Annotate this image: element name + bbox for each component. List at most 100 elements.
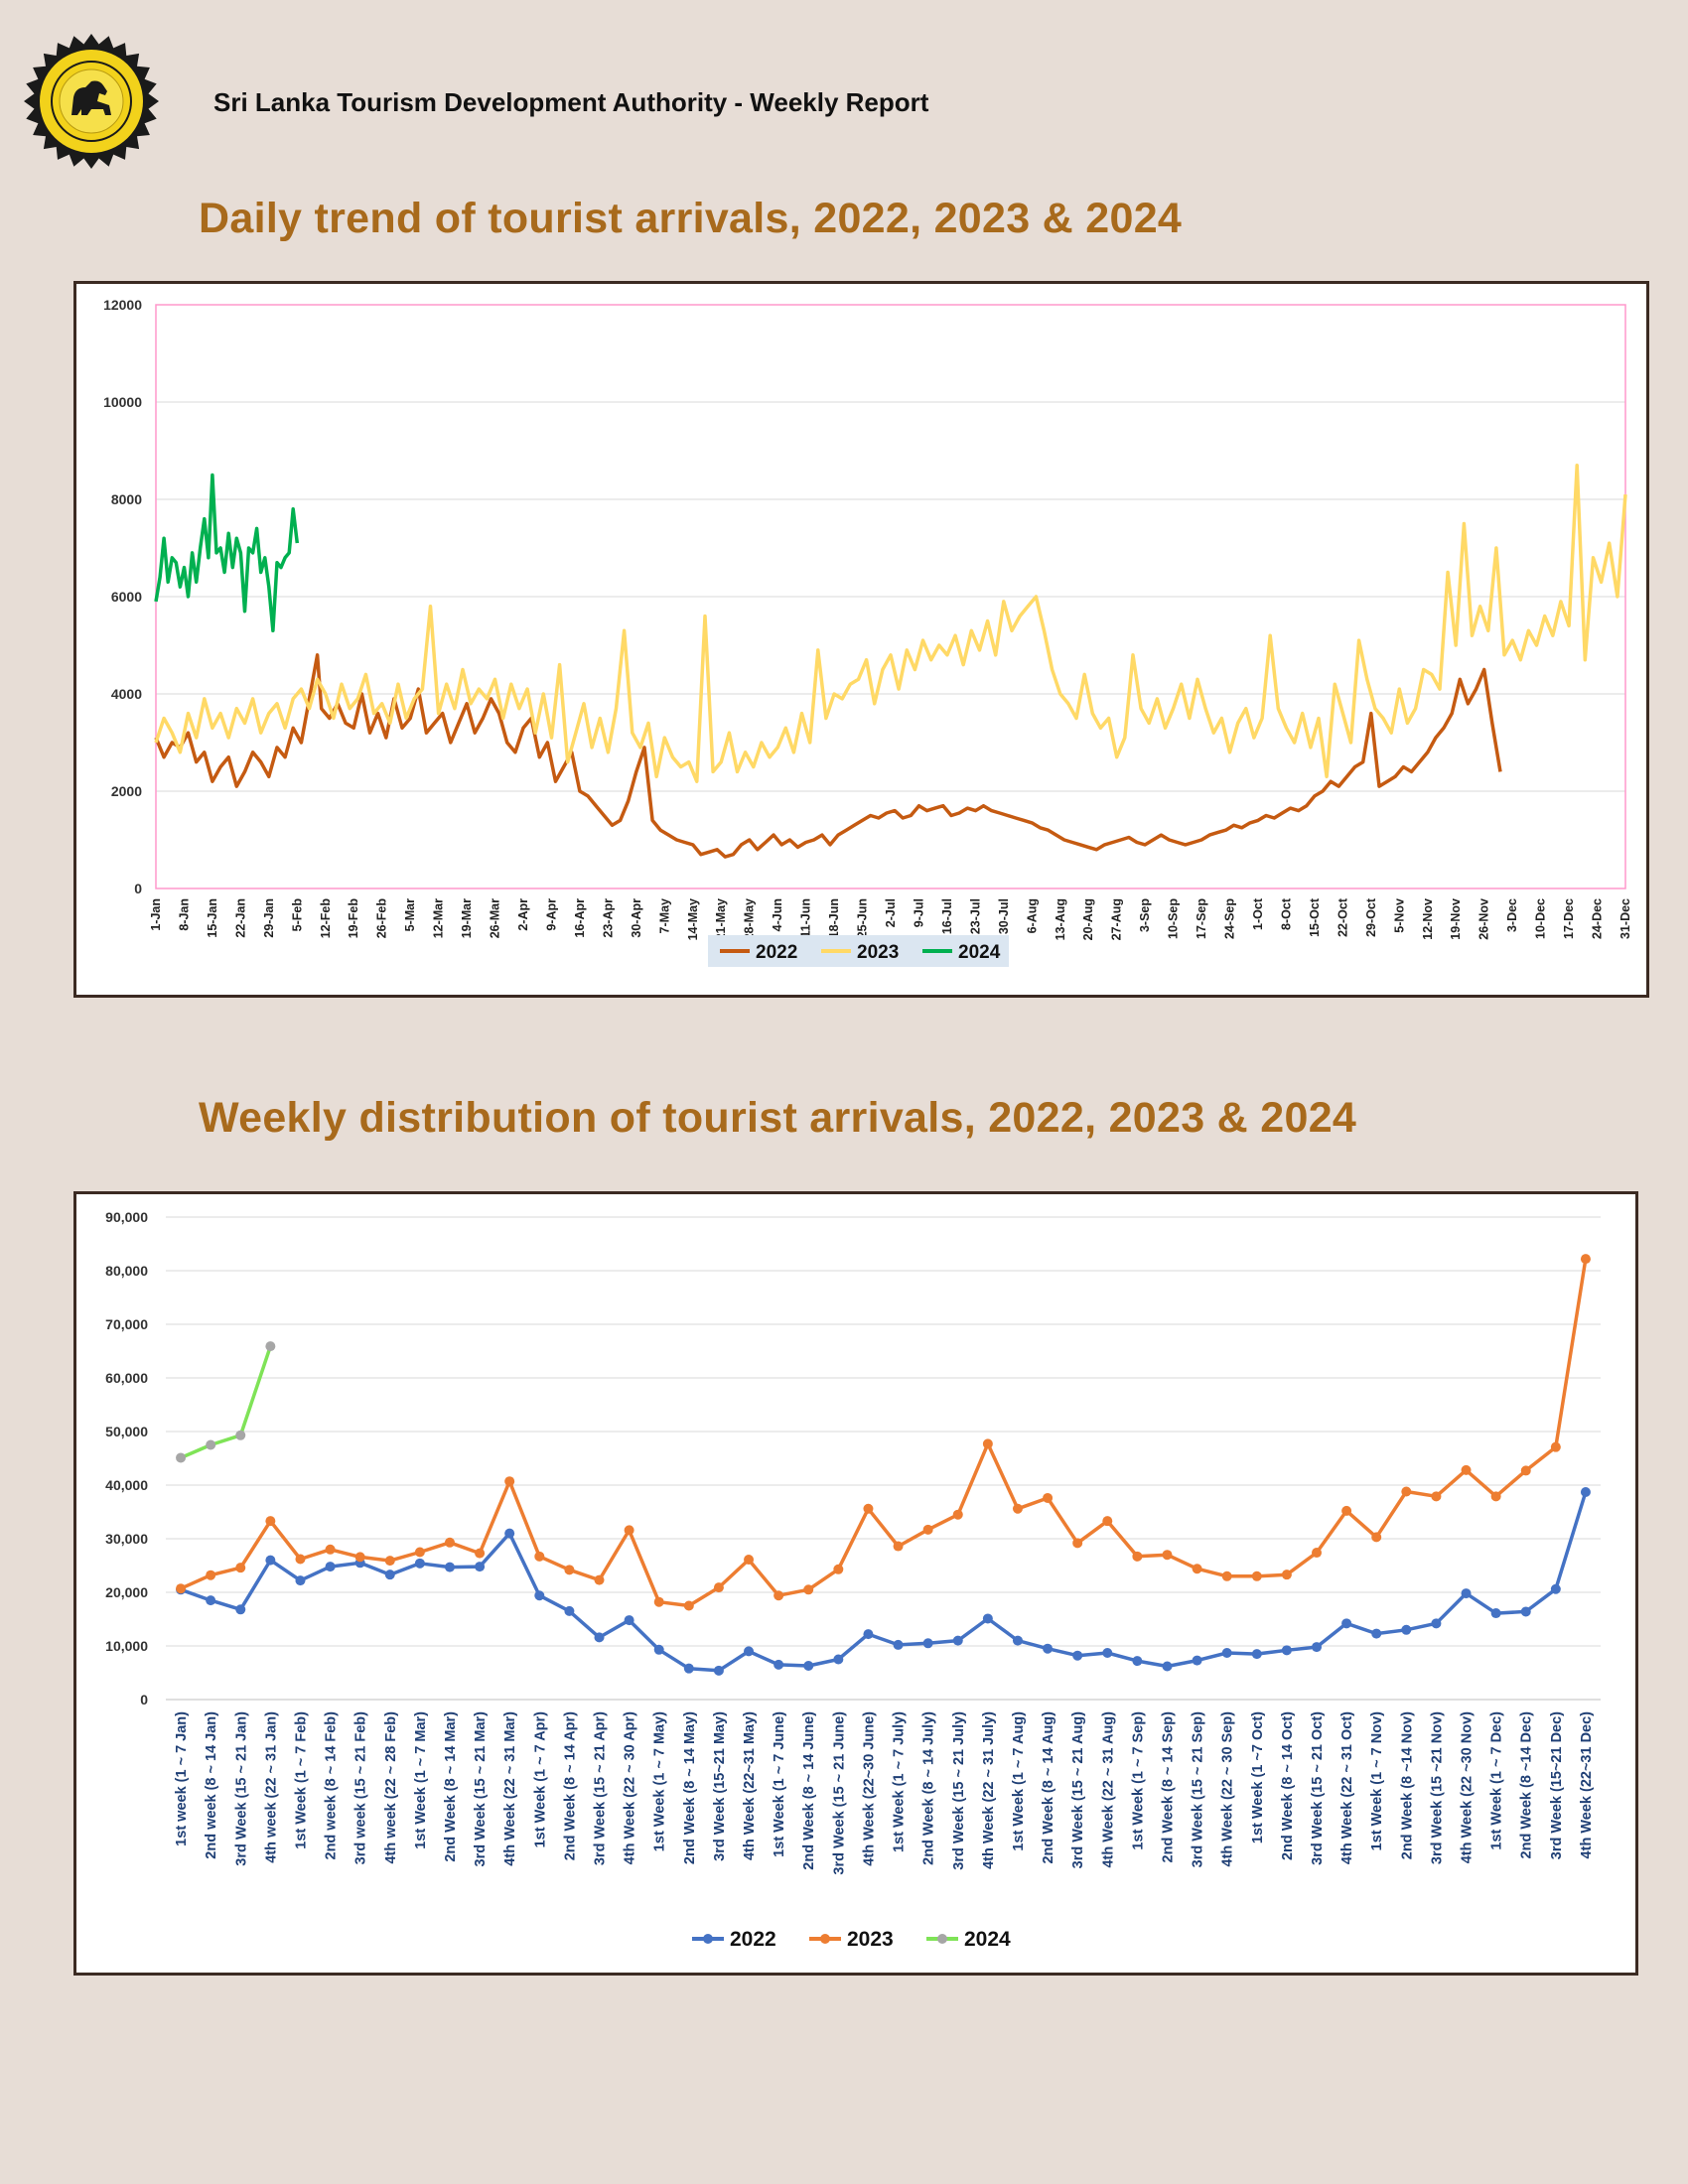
series-line-2024 [180,1345,273,1460]
weekly-chart-panel: 0 10,000 20,000 30,000 40,000 50,000 60,000 70,… [73,1191,1638,1976]
logo-inner-ring [51,61,132,142]
data-point-2023 [1401,1486,1412,1497]
data-point-2023 [1490,1491,1501,1502]
x-tick-label: 24-Sep [1223,898,1237,939]
daily-chart-title: Daily trend of tourist arrivals, 2022, 2… [199,195,1183,242]
data-point-2022 [803,1660,814,1671]
data-point-2023 [384,1556,395,1567]
data-point-2022 [564,1605,575,1616]
data-point-2022 [624,1615,634,1626]
data-point-2022 [1162,1661,1173,1672]
x-tick-label: 2-Jul [884,898,898,927]
data-point-2022 [265,1555,276,1566]
y-tick-label: 70,000 [105,1316,148,1332]
data-point-2023 [1132,1551,1143,1562]
legend-marker-2024 [937,1934,947,1944]
data-point-2023 [564,1565,575,1575]
sltda-logo [22,32,161,171]
data-point-2022 [982,1613,993,1624]
x-tick-label: 1st Week (1 ~ 7 May) [652,1711,668,1851]
x-tick-label: 22-Oct [1336,897,1349,937]
y-tick-label: 60,000 [105,1370,148,1386]
x-tick-label: 23-Jul [968,898,982,934]
data-point-2022 [653,1644,664,1655]
data-point-2022 [534,1590,545,1601]
x-tick-label: 25-Jun [856,898,870,938]
series-line-2022 [154,653,1502,859]
data-point-2022 [893,1639,904,1650]
x-tick-label: 16-Jul [940,898,954,934]
data-point-2022 [1341,1618,1352,1629]
data-point-2023 [982,1438,993,1449]
data-point-2023 [265,1516,276,1527]
y-tick-label: 50,000 [105,1424,148,1439]
data-point-2023 [803,1584,814,1595]
x-tick-label: 4th Week (22 ~30 Nov) [1460,1711,1476,1863]
x-tick-label: 3rd Week (15 ~ 21 Mar) [473,1711,489,1867]
data-point-2023 [1341,1505,1352,1516]
x-tick-label: 12-Feb [319,898,333,939]
data-point-2023 [475,1548,486,1559]
y-tick-label: 80,000 [105,1263,148,1279]
x-tick-label: 1st Week (1 ~ 7 Nov) [1369,1711,1385,1851]
data-point-2022 [683,1663,694,1674]
x-tick-label: 2nd Week (8 ~ 14 June) [801,1711,817,1870]
data-point-2022 [1251,1649,1262,1660]
x-tick-label: 4th Week (22 ~ 30 Apr) [623,1711,638,1864]
data-point-2024 [176,1452,187,1463]
x-tick-label: 4th week (22 ~ 31 Jan) [263,1711,279,1863]
data-point-2023 [653,1596,664,1607]
x-tick-label: 2nd Week (8 ~ 14 Oct) [1280,1711,1296,1860]
x-tick-label: 2nd Week (8 ~14 Dec) [1519,1711,1535,1859]
x-tick-label: 17-Sep [1195,898,1208,939]
data-point-2022 [1012,1635,1023,1646]
x-tick-label: 3rd Week (15 ~ 21 Aug) [1070,1711,1086,1869]
y-tick-label: 20,000 [105,1584,148,1600]
data-point-2023 [176,1583,187,1594]
x-tick-label: 28-May [743,898,757,940]
y-tick-label: 10000 [103,394,142,410]
data-point-2023 [683,1600,694,1611]
data-point-2022 [1102,1648,1113,1659]
x-tick-label: 24-Dec [1591,898,1605,939]
series-line-2022 [180,1491,1588,1673]
x-tick-label: 4th Week (22 ~ 31 Oct) [1339,1711,1355,1864]
x-tick-label: 15-Oct [1308,897,1322,937]
x-tick-label: 31-Dec [1618,898,1632,939]
x-tick-label: 1st Week (1 ~ 7 Sep) [1130,1711,1146,1850]
legend-marker-2023 [820,1934,830,1944]
x-tick-label: 18-Jun [827,898,841,938]
x-tick-label: 17-Dec [1562,898,1576,939]
x-tick-label: 9-Apr [544,898,558,931]
data-point-2022 [206,1595,216,1606]
data-point-2022 [863,1629,874,1640]
weekly-chart: 0 10,000 20,000 30,000 40,000 50,000 60,000 70,… [105,1209,1601,1951]
data-point-2022 [1520,1606,1531,1617]
data-point-2023 [325,1544,336,1555]
data-point-2023 [922,1524,933,1535]
x-tick-label: 2nd Week (8 ~ 14 Apr) [562,1711,578,1860]
x-tick-label: 30-Jul [997,898,1011,934]
x-tick-label: 26-Mar [489,898,502,938]
y-tick-label: 90,000 [105,1209,148,1225]
series-line-2023 [180,1258,1588,1608]
x-tick-label: 1st week (1 ~ 7 Jan) [174,1711,190,1846]
x-tick-label: 1st Week (1 ~ 7 June) [772,1711,787,1857]
y-tick-label: 40,000 [105,1477,148,1493]
data-point-2022 [1371,1628,1382,1639]
daily-chart-panel: 0 2000 4000 6000 8000 10000 12000 1-Jan 8-Jan 15-… [73,281,1649,998]
data-point-2023 [1192,1564,1202,1574]
x-tick-label: 2nd week (8 ~ 14 Jan) [204,1711,219,1859]
x-tick-label: 3rd Week (15 ~ 21 Oct) [1310,1711,1326,1865]
y-tick-label: 0 [140,1692,148,1707]
data-point-2023 [1072,1538,1083,1549]
data-point-2023 [206,1570,216,1580]
x-tick-label: 1-Oct [1251,897,1265,930]
x-tick-label: 15-Jan [206,898,219,938]
series-line-2024 [154,473,300,633]
data-point-2024 [265,1341,276,1352]
x-tick-label: 2nd Week (8 ~ 14 Sep) [1160,1711,1176,1863]
y-tick-label: 8000 [111,491,142,507]
data-point-2023 [1520,1465,1531,1476]
data-point-2022 [833,1654,844,1665]
